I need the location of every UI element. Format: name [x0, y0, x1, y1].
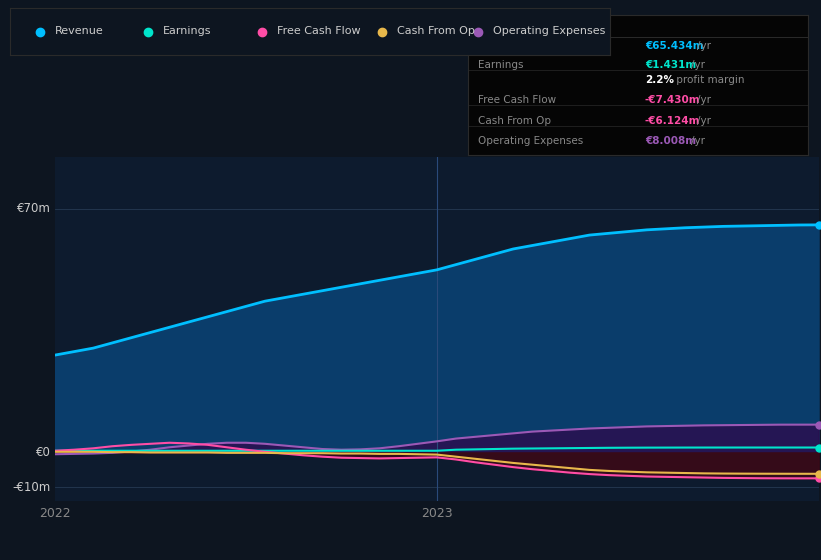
Text: Free Cash Flow: Free Cash Flow [478, 95, 557, 105]
Text: Revenue: Revenue [55, 26, 103, 36]
Text: €70m: €70m [17, 203, 51, 216]
Text: Operating Expenses: Operating Expenses [478, 136, 584, 146]
Point [812, 420, 821, 429]
Text: Revenue: Revenue [478, 41, 523, 51]
Text: profit margin: profit margin [672, 75, 744, 85]
Text: -€6.124m: -€6.124m [644, 116, 700, 126]
Text: /yr: /yr [697, 116, 711, 126]
Text: /yr: /yr [697, 95, 711, 105]
Point [812, 443, 821, 452]
Text: €65.434m: €65.434m [644, 41, 704, 51]
Text: -€10m: -€10m [12, 481, 51, 494]
Point [812, 474, 821, 483]
Text: /yr: /yr [691, 136, 705, 146]
Text: Earnings: Earnings [163, 26, 212, 36]
Text: Earnings: Earnings [478, 60, 524, 70]
Text: -€7.430m: -€7.430m [644, 95, 700, 105]
Text: Dec 31 2023: Dec 31 2023 [478, 21, 560, 34]
Point [812, 469, 821, 478]
Text: Cash From Op: Cash From Op [478, 116, 551, 126]
Text: €8.008m: €8.008m [644, 136, 696, 146]
Text: Free Cash Flow: Free Cash Flow [277, 26, 360, 36]
Text: €1.431m: €1.431m [644, 60, 696, 70]
Text: €0: €0 [36, 446, 51, 459]
Text: Operating Expenses: Operating Expenses [493, 26, 605, 36]
Text: /yr: /yr [697, 41, 711, 51]
Text: /yr: /yr [691, 60, 705, 70]
Text: Cash From Op: Cash From Op [397, 26, 475, 36]
Text: 2.2%: 2.2% [644, 75, 674, 85]
Point [812, 221, 821, 230]
